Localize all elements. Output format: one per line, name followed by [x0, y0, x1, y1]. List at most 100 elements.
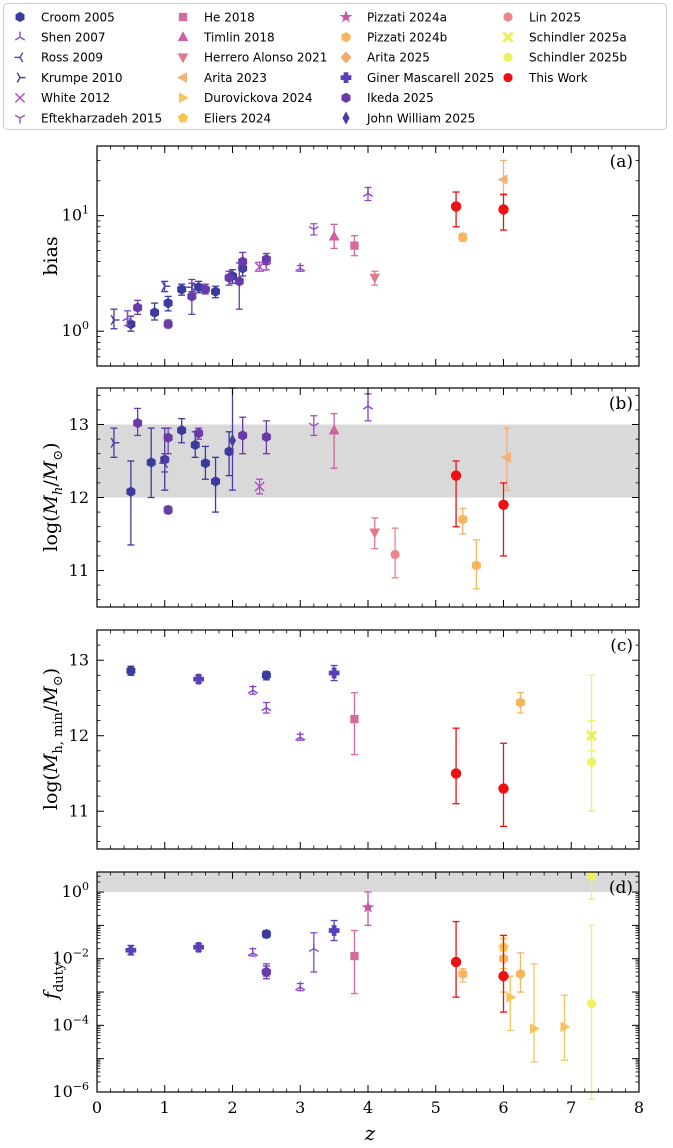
y-tick-label: 10−6	[52, 1080, 89, 1101]
point-marker	[126, 665, 136, 676]
legend-marker	[14, 92, 26, 103]
data-point	[224, 431, 234, 477]
y-tick-label: 12	[69, 726, 89, 745]
legend-marker	[341, 92, 351, 103]
panel-label: (b)	[609, 394, 633, 414]
y-tick-label: 100	[62, 319, 89, 340]
legend-item: Pizzati 2024a	[339, 10, 447, 24]
axes-frame	[96, 145, 640, 367]
point-marker	[200, 458, 210, 469]
data-point	[295, 731, 306, 741]
legend-marker	[178, 12, 188, 22]
error-bar	[127, 460, 135, 546]
error-bar	[330, 412, 338, 469]
legend-item: Shen 2007	[14, 31, 106, 45]
legend-marker	[16, 72, 26, 83]
point-marker	[369, 273, 381, 284]
point-marker	[133, 417, 143, 429]
point-marker	[308, 943, 319, 953]
legend-item: Schindler 2025b	[503, 51, 627, 65]
point-marker	[186, 282, 196, 293]
error-bar	[506, 975, 514, 1032]
data-point	[350, 929, 359, 995]
legend-marker	[342, 111, 350, 125]
y-tick-label: 101	[62, 204, 89, 225]
data-points	[110, 387, 511, 590]
point-marker	[350, 241, 359, 250]
legend-item: Pizzati 2024b	[341, 31, 447, 45]
error-bar	[500, 482, 507, 557]
y-tick-label: 100	[62, 880, 89, 901]
data-point	[161, 280, 171, 293]
point-marker	[506, 991, 517, 1003]
legend-marker	[503, 12, 513, 22]
point-marker	[500, 452, 511, 463]
legend-item: Krumpe 2010	[16, 71, 122, 85]
data-point	[328, 223, 340, 250]
error-bar	[588, 924, 596, 1101]
error-bar	[452, 727, 460, 805]
point-marker	[261, 702, 272, 712]
point-marker	[193, 673, 204, 685]
data-point	[369, 517, 381, 550]
data-point	[308, 932, 319, 973]
legend-marker	[177, 31, 189, 42]
point-marker	[110, 437, 120, 448]
legend-label: John William 2025	[366, 111, 475, 125]
point-marker	[497, 174, 508, 185]
data-point	[362, 393, 374, 422]
point-marker	[211, 476, 221, 487]
point-marker	[247, 947, 258, 957]
point-marker	[328, 925, 340, 936]
x-ticks	[96, 630, 640, 849]
point-marker	[530, 1023, 540, 1034]
legend-label: Pizzati 2024a	[367, 10, 447, 24]
data-point	[238, 251, 248, 271]
point-marker	[458, 968, 468, 980]
data-point	[177, 283, 187, 296]
point-marker	[110, 314, 120, 326]
point-marker	[200, 284, 210, 295]
data-point	[498, 482, 509, 557]
x-tick-label: 7	[566, 1098, 576, 1117]
data-point	[515, 952, 525, 993]
error-bar	[350, 929, 358, 995]
point-marker	[133, 302, 143, 313]
error-bar	[310, 932, 318, 973]
point-marker	[126, 319, 136, 330]
legend-item: Ross 2009	[14, 51, 103, 65]
data-point	[450, 460, 462, 528]
legend-item: Eliers 2024	[177, 111, 271, 125]
point-marker	[187, 291, 197, 302]
data-point	[261, 252, 271, 265]
data-point	[308, 415, 319, 437]
legend-marker	[340, 72, 352, 83]
legend-label: Pizzati 2024b	[367, 31, 447, 45]
y-tick-label: 12	[69, 488, 89, 507]
x-axis-label: z	[364, 1121, 376, 1145]
data-point	[247, 947, 258, 957]
legend-frame	[3, 3, 667, 130]
legend-marker	[503, 73, 513, 83]
legend-label: Arita 2023	[204, 71, 267, 85]
point-marker	[328, 230, 340, 241]
point-marker	[159, 458, 169, 469]
data-point	[163, 319, 173, 330]
legend-item: White 2012	[14, 91, 110, 105]
point-marker	[161, 281, 171, 292]
x-ticks: 0 1 2 3 4 5 6 7 8	[92, 872, 644, 1117]
legend-item: Ikeda 2025	[341, 91, 434, 105]
legend-marker	[14, 114, 26, 124]
x-tick-label: 1	[160, 1098, 170, 1117]
legend-label: Shen 2007	[41, 31, 106, 45]
data-point	[458, 968, 468, 983]
legend-label: Timlin 2018	[203, 31, 275, 45]
data-point	[177, 418, 187, 444]
data-point	[150, 302, 160, 321]
data-point	[163, 295, 173, 312]
legend-label: Lin 2025	[529, 10, 581, 24]
legend-label: Ross 2009	[41, 51, 103, 65]
data-point	[211, 456, 221, 513]
data-points	[110, 159, 509, 332]
data-point	[254, 478, 265, 495]
